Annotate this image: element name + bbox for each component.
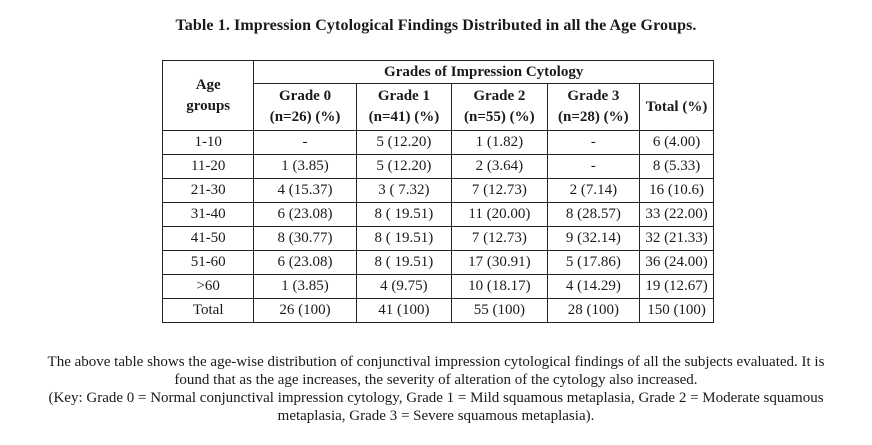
table-cell: 4 (14.29) xyxy=(546,274,641,299)
table-cell: 1 (3.85) xyxy=(253,154,357,179)
age-group-cell: 21-30 xyxy=(161,178,255,203)
table-cell: 2 (3.64) xyxy=(451,154,548,179)
table-cell: 1 (3.85) xyxy=(253,274,357,299)
age-group-cell: 51-60 xyxy=(161,250,255,275)
table-caption: The above table shows the age-wise distr… xyxy=(0,353,872,425)
table-cell: - xyxy=(546,130,641,155)
table-row: 51-60 6 (23.08) 8 ( 19.51) 17 (30.91) 5 … xyxy=(161,250,714,275)
table-row: 41-50 8 (30.77) 8 ( 19.51) 7 (12.73) 9 (… xyxy=(161,226,714,251)
table-cell: 33 (22.00) xyxy=(639,202,714,227)
grades-group-header: Grades of Impression Cytology xyxy=(253,60,714,84)
caption-line: The above table shows the age-wise distr… xyxy=(47,354,825,370)
table-cell: 7 (12.73) xyxy=(451,178,548,203)
table-cell: 6 (23.08) xyxy=(253,250,357,275)
table-cell: 16 (10.6) xyxy=(639,178,714,203)
table-cell: 4 (15.37) xyxy=(253,178,357,203)
table-cell: 5 (12.20) xyxy=(355,154,453,179)
table-cell: 8 ( 19.51) xyxy=(355,250,453,275)
table-cell: 8 (28.57) xyxy=(546,202,641,227)
table-cell: 32 (21.33) xyxy=(639,226,714,251)
table-cell: 6 (4.00) xyxy=(639,130,714,155)
column-header-grade-3: Grade 3 (n=28) (%) xyxy=(546,83,641,131)
table-cell: 3 ( 7.32) xyxy=(355,178,453,203)
table-cell: 5 (17.86) xyxy=(546,250,641,275)
table-cell: - xyxy=(546,154,641,179)
age-group-cell: >60 xyxy=(161,274,255,299)
table-cell: 26 (100) xyxy=(253,298,357,323)
table-cell: 55 (100) xyxy=(451,298,548,323)
table-cell: 11 (20.00) xyxy=(451,202,548,227)
table-row-total: Total 26 (100) 41 (100) 55 (100) 28 (100… xyxy=(161,298,714,323)
table-cell: 7 (12.73) xyxy=(451,226,548,251)
caption-line: (Key: Grade 0 = Normal conjunctival impr… xyxy=(48,390,824,406)
table-cell: 1 (1.82) xyxy=(451,130,548,155)
table-cell: 8 ( 19.51) xyxy=(355,202,453,227)
age-group-cell: Total xyxy=(161,298,255,323)
age-groups-header: Age groups xyxy=(161,60,255,131)
table-title: Table 1. Impression Cytological Findings… xyxy=(175,17,697,34)
column-header-grade-0: Grade 0 (n=26) (%) xyxy=(253,83,357,131)
column-header-grade-2: Grade 2 (n=55) (%) xyxy=(451,83,548,131)
table-cell: 17 (30.91) xyxy=(451,250,548,275)
table-cell: 150 (100) xyxy=(639,298,714,323)
table-cell: 19 (12.67) xyxy=(639,274,714,299)
table-row: 1-10 - 5 (12.20) 1 (1.82) - 6 (4.00) xyxy=(161,130,714,155)
table-cell: 41 (100) xyxy=(355,298,453,323)
table-row: 11-20 1 (3.85) 5 (12.20) 2 (3.64) - 8 (5… xyxy=(161,154,714,179)
cytology-table: Age groups Grades of Impression Cytology… xyxy=(161,60,714,323)
table-cell: 8 (5.33) xyxy=(639,154,714,179)
age-group-cell: 11-20 xyxy=(161,154,255,179)
table-cell: 2 (7.14) xyxy=(546,178,641,203)
table-row: 31-40 6 (23.08) 8 ( 19.51) 11 (20.00) 8 … xyxy=(161,202,714,227)
table-cell: 5 (12.20) xyxy=(355,130,453,155)
table-cell: 28 (100) xyxy=(546,298,641,323)
caption-line: metaplasia, Grade 3 = Severe squamous me… xyxy=(277,408,595,424)
caption-line: found that as the age increases, the sev… xyxy=(174,372,698,388)
table-cell: 8 (30.77) xyxy=(253,226,357,251)
table-cell: 10 (18.17) xyxy=(451,274,548,299)
age-group-cell: 41-50 xyxy=(161,226,255,251)
age-group-cell: 1-10 xyxy=(161,130,255,155)
table-cell: - xyxy=(253,130,357,155)
table-row: 21-30 4 (15.37) 3 ( 7.32) 7 (12.73) 2 (7… xyxy=(161,178,714,203)
age-group-cell: 31-40 xyxy=(161,202,255,227)
column-header-total: Total (%) xyxy=(639,83,714,131)
column-header-grade-1: Grade 1 (n=41) (%) xyxy=(355,83,453,131)
table-row: >60 1 (3.85) 4 (9.75) 10 (18.17) 4 (14.2… xyxy=(161,274,714,299)
table-cell: 6 (23.08) xyxy=(253,202,357,227)
table-cell: 9 (32.14) xyxy=(546,226,641,251)
table-cell: 4 (9.75) xyxy=(355,274,453,299)
table-cell: 36 (24.00) xyxy=(639,250,714,275)
table-cell: 8 ( 19.51) xyxy=(355,226,453,251)
